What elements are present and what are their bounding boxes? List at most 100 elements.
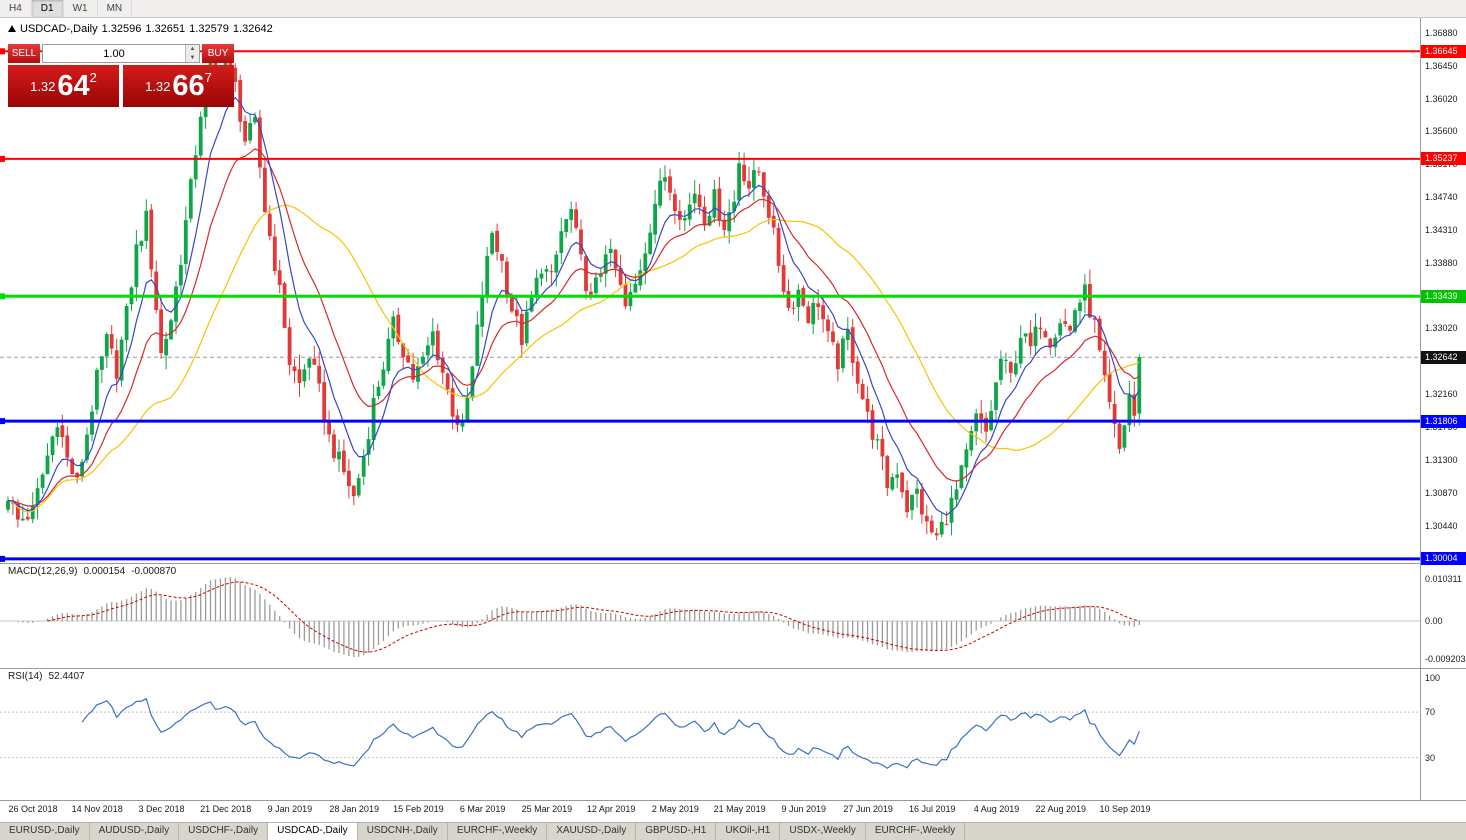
price-tick: 1.30440: [1425, 520, 1458, 531]
rsi-canvas[interactable]: [0, 669, 1420, 806]
buy-price-head: 1.32: [145, 78, 171, 94]
price-level-badge: 1.33439: [1421, 289, 1466, 303]
price-level-badge: 1.31806: [1421, 414, 1466, 428]
sell-button[interactable]: SELL: [8, 44, 40, 63]
macd-tick: 0.00: [1425, 616, 1443, 626]
sell-price-sup: 2: [89, 70, 97, 85]
chart-tab-audusd-daily[interactable]: AUDUSD-,Daily: [90, 823, 180, 840]
rsi-tick: 100: [1425, 673, 1441, 683]
chart-title: USDCAD-,Daily 1.32596 1.32651 1.32579 1.3264…: [8, 23, 277, 35]
buy-price-button[interactable]: 1.32 66 7: [123, 65, 234, 107]
macd-panel: 0.010311 0.00 -0.009203 MACD(12,26,9) 0.000…: [0, 563, 1466, 668]
chart-tab-gbpusd-h1[interactable]: GBPUSD-,H1: [636, 823, 717, 840]
date-label: 4 Aug 2019: [973, 804, 1020, 814]
volume-down-icon[interactable]: ▼: [186, 53, 199, 62]
date-label: 28 Jan 2019: [329, 804, 379, 814]
quote-close: 1.32642: [232, 23, 273, 35]
date-label: 6 Mar 2019: [459, 804, 506, 814]
macd-tick: 0.010311: [1425, 574, 1462, 584]
date-label: 3 Dec 2018: [138, 804, 185, 814]
main-chart-canvas[interactable]: [0, 18, 1420, 568]
one-click-trading-widget: SELL ▲ ▼ BUY 1.32 64 2 1.32: [8, 44, 234, 107]
price-tick: 1.30870: [1425, 487, 1458, 498]
price-tick: 1.35600: [1425, 126, 1458, 137]
period-button-h4[interactable]: H4: [0, 0, 32, 17]
price-tick: 1.33880: [1425, 257, 1458, 268]
chart-tab-usdx-weekly[interactable]: USDX-,Weekly: [780, 823, 866, 840]
chart-tab-usdchf-daily[interactable]: USDCHF-,Daily: [179, 823, 269, 840]
quote-high: 1.32651: [145, 23, 186, 35]
date-label: 9 Jan 2019: [267, 804, 313, 814]
period-button-mn[interactable]: MN: [98, 0, 133, 17]
axis-separator: [1420, 18, 1421, 563]
date-label: 26 Oct 2018: [8, 804, 58, 814]
rsi-name: RSI(14): [8, 671, 43, 682]
volume-up-icon[interactable]: ▲: [186, 45, 199, 54]
buy-button[interactable]: BUY: [202, 44, 234, 63]
date-label: 21 Dec 2018: [200, 804, 252, 814]
price-tick: 1.31300: [1425, 454, 1458, 465]
price-tick: 1.36450: [1425, 61, 1458, 72]
date-label: 21 May 2019: [713, 804, 766, 814]
date-label: 16 Jul 2019: [909, 804, 956, 814]
sell-price-big: 64: [57, 70, 90, 102]
price-tick: 1.36880: [1425, 28, 1458, 39]
price-tick: 1.32160: [1425, 389, 1458, 400]
macd-name: MACD(12,26,9): [8, 566, 78, 577]
axis-separator: [1420, 564, 1421, 668]
chart-symbol: USDCAD-,Daily: [20, 23, 98, 35]
price-tick: 1.33020: [1425, 323, 1458, 334]
buy-price-sup: 7: [204, 70, 212, 85]
rsi-axis[interactable]: 100 70 30: [0, 669, 1466, 800]
price-tick: 1.36020: [1425, 94, 1458, 104]
date-label: 10 Sep 2019: [1099, 804, 1151, 814]
chart-tab-eurusd-daily[interactable]: EURUSD-,Daily: [0, 823, 90, 840]
chart-tab-usdcad-daily[interactable]: USDCAD-,Daily: [268, 823, 358, 840]
rsi-value: 52.4407: [48, 671, 85, 682]
price-level-badge: 1.36645: [1421, 44, 1466, 58]
rsi-tick: 30: [1425, 752, 1436, 763]
period-buttons: H4 D1 W1 MN: [0, 0, 1466, 18]
date-label: 9 Jun 2019: [781, 804, 827, 814]
macd-tick: -0.009203: [1425, 653, 1466, 664]
volume-box: ▲ ▼: [42, 44, 200, 63]
chart-tab-eurchf-weekly[interactable]: EURCHF-,Weekly: [866, 823, 966, 840]
price-level-badge: 1.30004: [1421, 552, 1466, 566]
volume-spinner: ▲ ▼: [185, 45, 199, 62]
sell-price-head: 1.32: [30, 78, 56, 94]
date-label: 22 Aug 2019: [1035, 804, 1087, 814]
chart-tab-usdcnh-daily[interactable]: USDCNH-,Daily: [358, 823, 448, 840]
date-label: 2 May 2019: [651, 804, 699, 814]
axis-separator: [1420, 669, 1421, 800]
chart-tab-xauusd-daily[interactable]: XAUUSD-,Daily: [547, 823, 637, 840]
buy-price-big: 66: [172, 70, 205, 102]
macd-label: MACD(12,26,9) 0.000154 -0.000870: [8, 566, 182, 577]
macd-axis[interactable]: 0.010311 0.00 -0.009203: [0, 564, 1466, 668]
period-button-d1[interactable]: D1: [31, 0, 64, 17]
rsi-tick: 70: [1425, 707, 1436, 718]
rsi-label: RSI(14) 52.4407: [8, 671, 91, 682]
main-chart-panel: 1.368801.364501.360201.356001.351701.347…: [0, 18, 1466, 566]
date-label: 15 Feb 2019: [393, 804, 444, 814]
price-axis[interactable]: 1.368801.364501.360201.356001.351701.347…: [0, 18, 1466, 566]
price-tick: 1.34740: [1425, 191, 1458, 202]
sell-price-button[interactable]: 1.32 64 2: [8, 65, 119, 107]
chart-tab-bar: EURUSD-,Daily AUDUSD-,Daily USDCHF-,Daily U…: [0, 822, 1466, 840]
macd-value-1: 0.000154: [83, 566, 126, 577]
date-axis-labels: 26 Oct 2018 14 Nov 2018 3 Dec 2018 21 Dec 2…: [0, 801, 1466, 822]
chart-tab-ukoil-h1[interactable]: UKOil-,H1: [716, 823, 781, 840]
chart-tab-eurchf-weekly[interactable]: EURCHF-,Weekly: [448, 823, 548, 840]
date-label: 12 Apr 2019: [586, 804, 636, 814]
price-level-badge: 1.32642: [1421, 350, 1466, 364]
period-button-w1[interactable]: W1: [64, 0, 98, 17]
quote-low: 1.32579: [189, 23, 229, 35]
volume-input[interactable]: [43, 45, 185, 62]
time-axis[interactable]: 26 Oct 2018 14 Nov 2018 3 Dec 2018 21 Dec 2…: [0, 800, 1466, 822]
chart-marker-icon: [8, 25, 16, 32]
price-tick: 1.34310: [1425, 224, 1458, 235]
macd-value-2: -0.000870: [131, 566, 177, 577]
rsi-panel: 100 70 30 RSI(14) 52.4407: [0, 668, 1466, 800]
date-label: 27 Jun 2019: [843, 804, 893, 814]
macd-canvas[interactable]: [0, 564, 1420, 674]
